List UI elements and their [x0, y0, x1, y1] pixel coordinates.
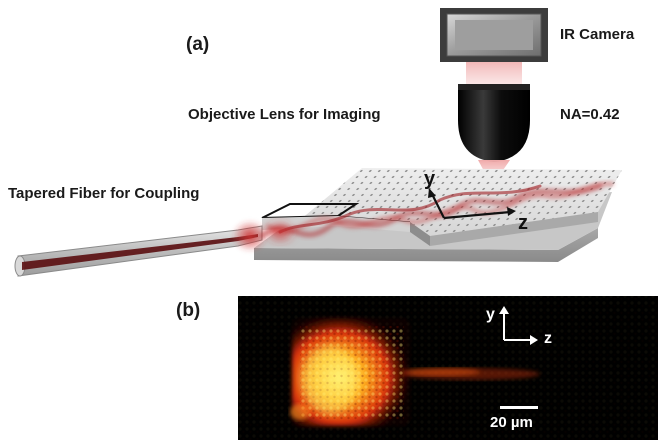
na-label: NA=0.42	[560, 106, 620, 123]
tapered-fiber-icon	[14, 220, 268, 277]
image-axis-y-label: y	[486, 306, 495, 323]
image-axis-z-label: z	[544, 330, 552, 347]
chip-axis-y-label: y	[424, 168, 436, 190]
imaging-beam-upper	[466, 62, 522, 84]
ir-camera-label: IR Camera	[560, 26, 635, 43]
objective-lens-label: Objective Lens for Imaging	[188, 106, 381, 123]
fiber-label: Tapered Fiber for Coupling	[8, 185, 200, 202]
ir-camera-icon	[440, 8, 548, 62]
panel-b-label: (b)	[176, 300, 201, 321]
propagating-light	[259, 181, 614, 244]
scale-bar-label: 20 µm	[490, 414, 533, 431]
chip-axes	[428, 188, 516, 220]
image-axes	[499, 306, 538, 345]
scale-bar-line	[500, 406, 538, 409]
ir-image-panel	[238, 296, 658, 440]
objective-lens-icon	[458, 84, 530, 162]
chip-axis-z-label: z	[518, 212, 528, 234]
panel-a-label: (a)	[186, 34, 210, 55]
